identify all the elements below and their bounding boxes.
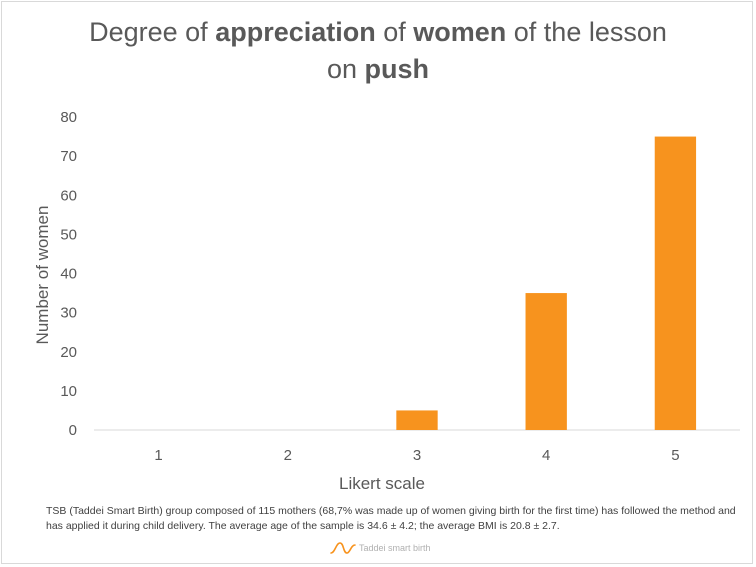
y-axis-ticks: 0 10 20 30 40 50 60 70 80 [60, 109, 77, 439]
bars [396, 136, 697, 430]
x-tick-label: 4 [542, 447, 550, 464]
x-tick-label: 1 [154, 447, 162, 464]
chart-title: Degree of appreciation of women of the l… [0, 14, 756, 88]
y-tick-label: 40 [60, 266, 77, 283]
y-tick-label: 70 [60, 148, 77, 165]
x-axis-title: Likert scale [339, 474, 425, 493]
y-tick-label: 0 [69, 422, 77, 439]
chart-title-line-2: on push [0, 51, 756, 88]
x-tick-label: 2 [284, 447, 292, 464]
logo-text: Taddei smart birth [359, 543, 431, 553]
x-axis-ticks: 1 2 3 4 5 [154, 447, 679, 464]
title-line-2-segment: on [326, 54, 365, 84]
y-tick-label: 20 [60, 344, 77, 361]
wave-logo-icon [330, 542, 356, 554]
x-tick-label: 5 [671, 447, 679, 464]
title-line-1-segment: women [413, 17, 507, 47]
title-line-1-segment: of the lesson [506, 17, 667, 47]
x-tick-label: 3 [413, 447, 421, 464]
y-tick-label: 30 [60, 305, 77, 322]
footnote: TSB (Taddei Smart Birth) group composed … [46, 505, 736, 532]
y-tick-label: 50 [60, 226, 77, 243]
bar-3 [396, 410, 438, 430]
y-tick-label: 80 [60, 109, 77, 126]
bar-4 [525, 293, 567, 430]
y-tick-label: 60 [60, 187, 77, 204]
chart-title-line-1: Degree of appreciation of women of the l… [0, 14, 756, 51]
bar-chart: 0 10 20 30 40 50 60 70 80 1 2 3 4 5 Likert scale Num… [33, 109, 740, 493]
title-line-1-segment: of [375, 17, 414, 47]
title-line-1-segment: appreciation [215, 17, 376, 47]
y-axis-title: Number of women [33, 206, 52, 345]
bar-5 [654, 136, 697, 430]
y-tick-label: 10 [60, 383, 77, 400]
title-line-2-segment: push [364, 54, 430, 84]
title-line-1-segment: Degree of [89, 17, 216, 47]
brand-logo: Taddei smart birth [330, 540, 431, 556]
